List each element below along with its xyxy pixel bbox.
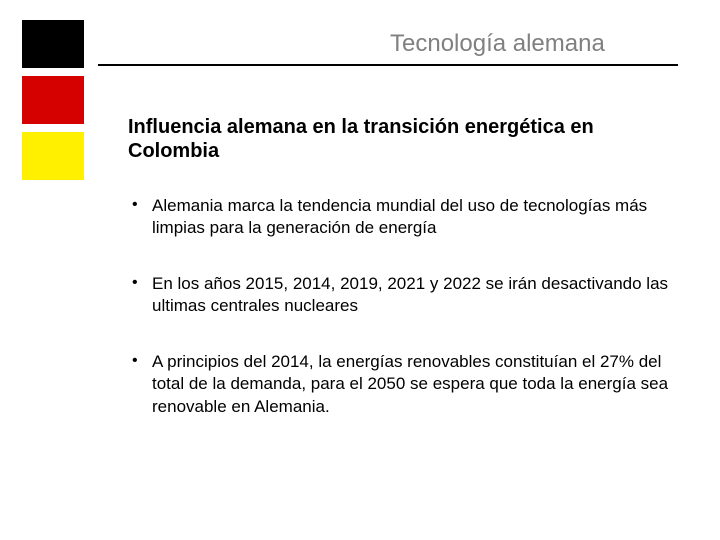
subtitle: Influencia alemana en la transición ener…	[128, 115, 688, 163]
bullet-list: • Alemania marca la tendencia mundial de…	[128, 195, 688, 452]
list-item: • A principios del 2014, la energías ren…	[128, 351, 688, 417]
flag-block-yellow	[22, 132, 84, 180]
flag-block-red	[22, 76, 84, 124]
bullet-marker: •	[128, 195, 152, 216]
bullet-marker: •	[128, 273, 152, 294]
bullet-text: En los años 2015, 2014, 2019, 2021 y 202…	[152, 273, 688, 317]
list-item: • En los años 2015, 2014, 2019, 2021 y 2…	[128, 273, 688, 317]
flag-block-black	[22, 20, 84, 68]
page-title: Tecnología alemana	[390, 30, 605, 58]
header-underline	[98, 64, 678, 66]
bullet-text: Alemania marca la tendencia mundial del …	[152, 195, 688, 239]
bullet-text: A principios del 2014, la energías renov…	[152, 351, 688, 417]
bullet-marker: •	[128, 351, 152, 372]
list-item: • Alemania marca la tendencia mundial de…	[128, 195, 688, 239]
